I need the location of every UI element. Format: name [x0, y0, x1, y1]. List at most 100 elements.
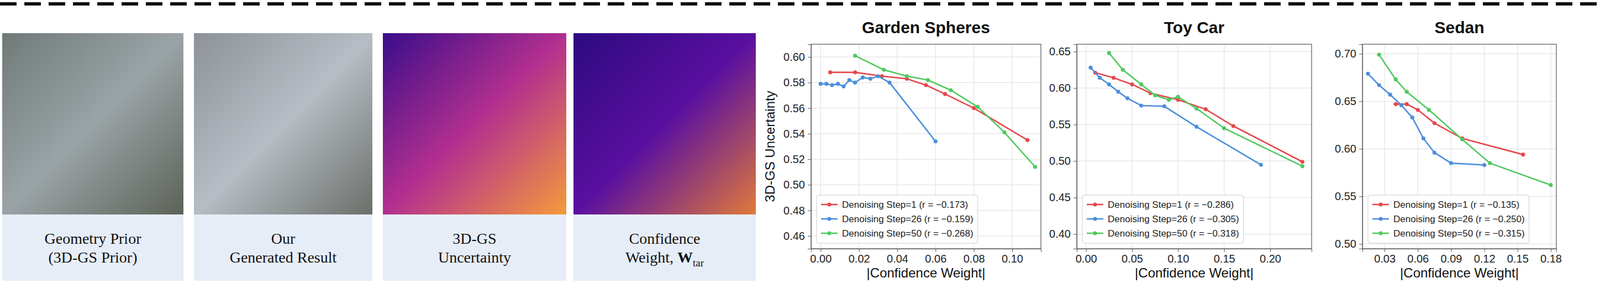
tick-label: 0.06	[924, 252, 947, 265]
series-line	[1108, 53, 1303, 167]
grid	[1362, 44, 1557, 249]
series-point	[1139, 82, 1144, 87]
series-point	[1222, 125, 1226, 130]
series-point	[1259, 162, 1263, 167]
caption-line: 3D-GS	[452, 229, 497, 247]
series-point	[1129, 82, 1134, 87]
legend-box	[816, 195, 978, 244]
tick-mark	[1177, 248, 1179, 252]
x-axis: 0.030.060.090.120.150.18	[1362, 248, 1562, 265]
grid-line-y	[1076, 51, 1312, 52]
grid-line-y	[1362, 243, 1557, 245]
tick-mark	[859, 248, 860, 252]
tick-label: 0.55	[1049, 118, 1071, 131]
tick-mark	[1073, 124, 1077, 125]
tick-label: 0.70	[1334, 47, 1357, 60]
tick: 0.58	[783, 76, 812, 89]
legend: Denoising Step=1 (r = −0.286)Denoising S…	[1082, 195, 1244, 244]
series-point	[943, 92, 947, 97]
axis-line	[1073, 44, 1078, 250]
tick-label: 0.65	[1049, 45, 1071, 58]
tick: 0.52	[783, 153, 812, 166]
caption-background	[193, 214, 373, 281]
image-caption: Geometry Prior(3D-GS Prior)	[44, 229, 142, 266]
image-caption: OurGenerated Result	[229, 229, 338, 266]
tick: 0.09	[1440, 248, 1462, 265]
separator	[0, 2, 1600, 6]
tick: 0.50	[1334, 237, 1363, 250]
series-point	[1125, 96, 1130, 100]
tick-label: 0.10	[1167, 252, 1189, 265]
tick-label: 0.48	[783, 204, 805, 217]
caption-line: Confidence	[628, 229, 700, 247]
figure: Geometry Prior(3D-GS Prior) OurGenerated …	[0, 0, 1600, 283]
series-point	[1421, 136, 1426, 141]
series-point	[853, 70, 857, 75]
legend-label: Denoising Step=1 (r = −0.286)	[1107, 199, 1234, 210]
axis-line	[1362, 249, 1557, 253]
legend-marker	[1092, 216, 1097, 221]
series-point	[925, 77, 930, 82]
series-line	[1095, 72, 1303, 162]
legend: Denoising Step=1 (r = −0.173)Denoising S…	[816, 195, 978, 244]
tick: 0.04	[886, 248, 909, 265]
tick: 0.20	[1259, 248, 1282, 265]
tick-label: 0.02	[848, 252, 871, 265]
chart-title: Sedan	[1434, 18, 1484, 37]
tick-label: 0.06	[1407, 252, 1429, 265]
series-point	[1194, 124, 1199, 129]
series-point	[1300, 159, 1305, 164]
legend-marker	[1378, 202, 1383, 207]
legend-label: Denoising Step=1 (r = −0.135)	[1393, 199, 1520, 210]
series-line	[1367, 73, 1485, 165]
series-point	[975, 104, 980, 109]
plot-frame	[1076, 44, 1312, 249]
series-point	[835, 81, 840, 86]
series-point	[828, 70, 833, 75]
tick: 0.05	[1121, 248, 1144, 265]
tick-mark	[1012, 248, 1013, 252]
grid-line-y	[1362, 53, 1557, 55]
series-point	[1376, 52, 1381, 57]
tick-mark	[1417, 248, 1419, 252]
series-point	[1194, 106, 1199, 111]
series-point	[933, 139, 938, 144]
x-axis-title: |Confidence Weight|	[866, 265, 986, 281]
tick: 0.00	[1075, 248, 1098, 265]
legend-label: Denoising Step=26 (r = −0.250)	[1393, 213, 1525, 225]
series-point	[1427, 107, 1431, 112]
series-line	[1379, 54, 1551, 186]
image-caption: 3D-GSUncertainty	[438, 229, 512, 266]
grid-line-y	[1362, 148, 1557, 150]
tick-mark	[807, 235, 812, 237]
tick: 0.60	[783, 50, 812, 63]
series-point	[824, 81, 829, 86]
series-point	[830, 82, 835, 87]
series-point	[1520, 152, 1525, 157]
tick-label: 0.18	[1540, 252, 1562, 265]
tick-mark	[935, 248, 936, 252]
grid-line-y	[811, 56, 1041, 58]
axis-line	[807, 44, 812, 250]
tick: 0.65	[1049, 45, 1077, 58]
caption-background	[2, 214, 184, 281]
tick: 0.48	[783, 204, 812, 217]
tick-mark	[974, 248, 975, 252]
x-axis: 0.000.020.040.060.080.10	[809, 248, 1041, 265]
tick-mark	[1359, 148, 1363, 150]
series-point	[1482, 162, 1487, 167]
series-point	[818, 81, 823, 86]
tick-mark	[1384, 248, 1386, 252]
tick: 0.18	[1540, 248, 1562, 265]
series-line	[1395, 103, 1524, 155]
tick-mark	[1224, 248, 1225, 252]
caption-line: Uncertainty	[438, 248, 512, 266]
chart-title: Garden Spheres	[861, 18, 991, 37]
grid-line-y	[1362, 101, 1557, 102]
legend-marker	[1092, 202, 1097, 207]
tick-label: 0.46	[783, 229, 805, 242]
series-point	[1153, 93, 1157, 98]
tick-label: 0.04	[886, 252, 909, 265]
tick: 0.54	[783, 127, 812, 140]
tick: 0.40	[1049, 227, 1077, 240]
